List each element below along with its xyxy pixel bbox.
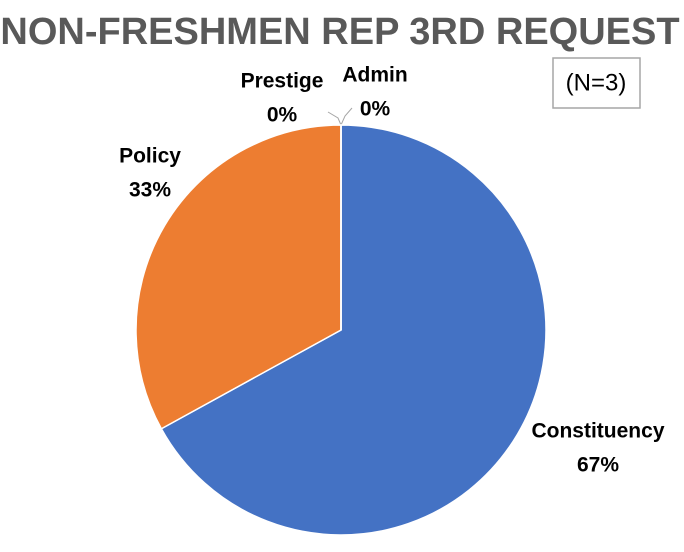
slice-value: 0% xyxy=(360,98,391,121)
leader-line xyxy=(327,111,342,126)
leader-line xyxy=(340,107,353,126)
slice-value: 33% xyxy=(129,179,171,202)
slice-label: Prestige xyxy=(241,70,324,93)
slice-label: Constituency xyxy=(531,420,664,443)
annotation: (N=3) xyxy=(566,69,627,96)
slice-value: 67% xyxy=(577,454,619,477)
pie-slice xyxy=(160,124,547,536)
slice-label: Admin xyxy=(342,64,407,87)
chart-title: NON-FRESHMEN REP 3RD REQUEST xyxy=(0,11,679,53)
slice-value: 0% xyxy=(267,104,298,127)
annotation-box xyxy=(552,57,641,109)
slice-label: Policy xyxy=(119,145,181,168)
pie-slice xyxy=(135,124,342,430)
